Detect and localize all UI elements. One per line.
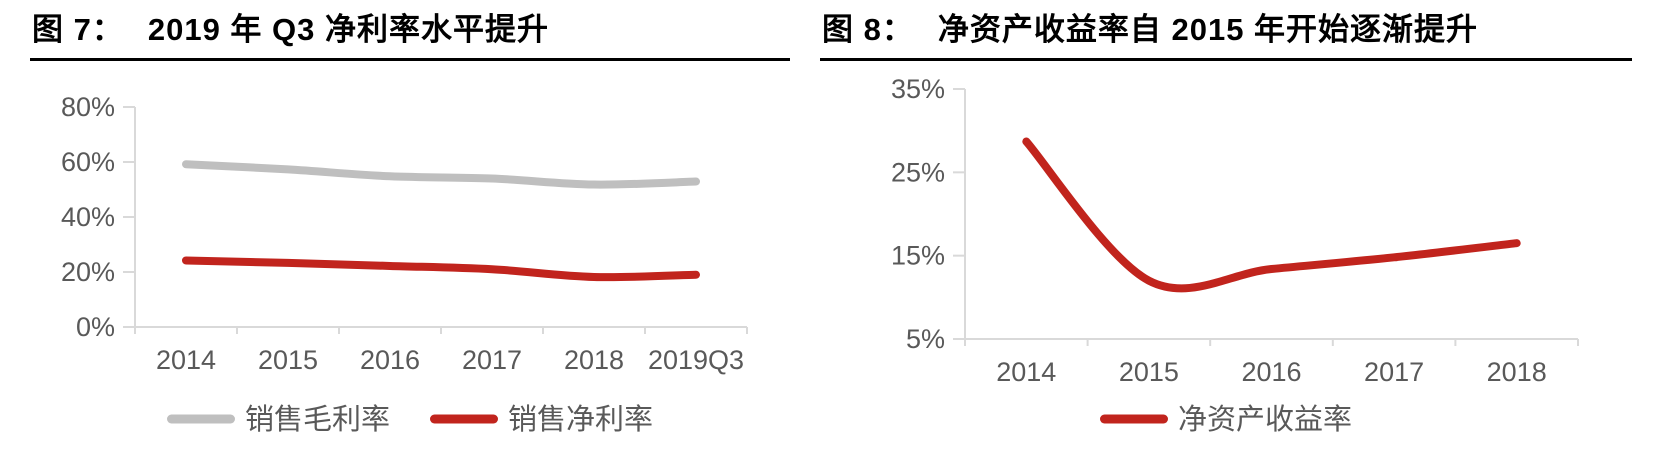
series-line-净资产收益率 [1022,137,1521,293]
x-tick-label: 2015 [1119,357,1179,387]
series-line-销售净利率 [182,256,700,282]
legend-swatch [167,414,235,424]
legend-swatch [1100,414,1168,424]
legend-swatch [430,414,498,424]
x-tick-label: 2018 [1487,357,1547,387]
y-tick-label: 0% [76,312,115,342]
figure-8-title: 净资产收益率自 2015 年开始逐渐提升 [937,12,1479,47]
figure-7-title: 2019 年 Q3 净利率水平提升 [147,12,550,47]
y-tick-label: 25% [891,157,945,187]
chart-svg: 5% 15% 25% 35% 2014 2015 2016 2017 2018 净资产收益率 [891,74,1579,436]
y-tick-label: 60% [61,147,115,177]
figure-8-line-chart: 5% 15% 25% 35% 2014 2015 2016 2017 2018 净资产收益率 [820,64,1632,468]
y-tick-label: 5% [906,324,945,354]
legend-item-销售净利率: 销售净利率 [430,403,653,436]
x-tick-label: 2016 [1241,357,1301,387]
x-tick-label: 2014 [156,345,216,375]
x-tick-label: 2017 [462,345,522,375]
chart-svg: 0% 20% 40% 60% 80% 2014 2015 2016 2017 2018 2019Q3… [61,92,748,436]
legend-label: 净资产收益率 [1178,403,1352,436]
figure-7-label: 图 7： [32,12,124,47]
figure-8: 图 8： 净资产收益率自 2015 年开始逐渐提升 5% 15% 25% 35% 2014… [820,4,1632,468]
series-line-销售毛利率 [182,160,700,189]
x-tick-label: 2015 [258,345,318,375]
y-tick-label: 80% [61,92,115,122]
figure-7-header: 图 7： 2019 年 Q3 净利率水平提升 [30,4,790,61]
x-tick-label: 2017 [1364,357,1424,387]
y-tick-label: 35% [891,74,945,104]
figure-8-header: 图 8： 净资产收益率自 2015 年开始逐渐提升 [820,4,1632,61]
legend-item-净资产收益率: 净资产收益率 [1100,403,1352,436]
y-tick-label: 40% [61,202,115,232]
figure-7: 图 7： 2019 年 Q3 净利率水平提升 0% 20% 40% 60% 80% 2014… [30,4,790,468]
x-tick-label: 2018 [564,345,624,375]
y-tick-label: 20% [61,257,115,287]
x-tick-label: 2019Q3 [648,345,744,375]
x-tick-label: 2014 [996,357,1056,387]
legend-label: 销售毛利率 [245,403,390,436]
figure-8-label: 图 8： [822,12,914,47]
x-tick-label: 2016 [360,345,420,375]
legend-label: 销售净利率 [508,403,653,436]
legend-item-销售毛利率: 销售毛利率 [167,403,390,436]
y-tick-label: 15% [891,241,945,271]
figure-7-line-chart: 0% 20% 40% 60% 80% 2014 2015 2016 2017 2018 2019Q3… [30,64,790,468]
